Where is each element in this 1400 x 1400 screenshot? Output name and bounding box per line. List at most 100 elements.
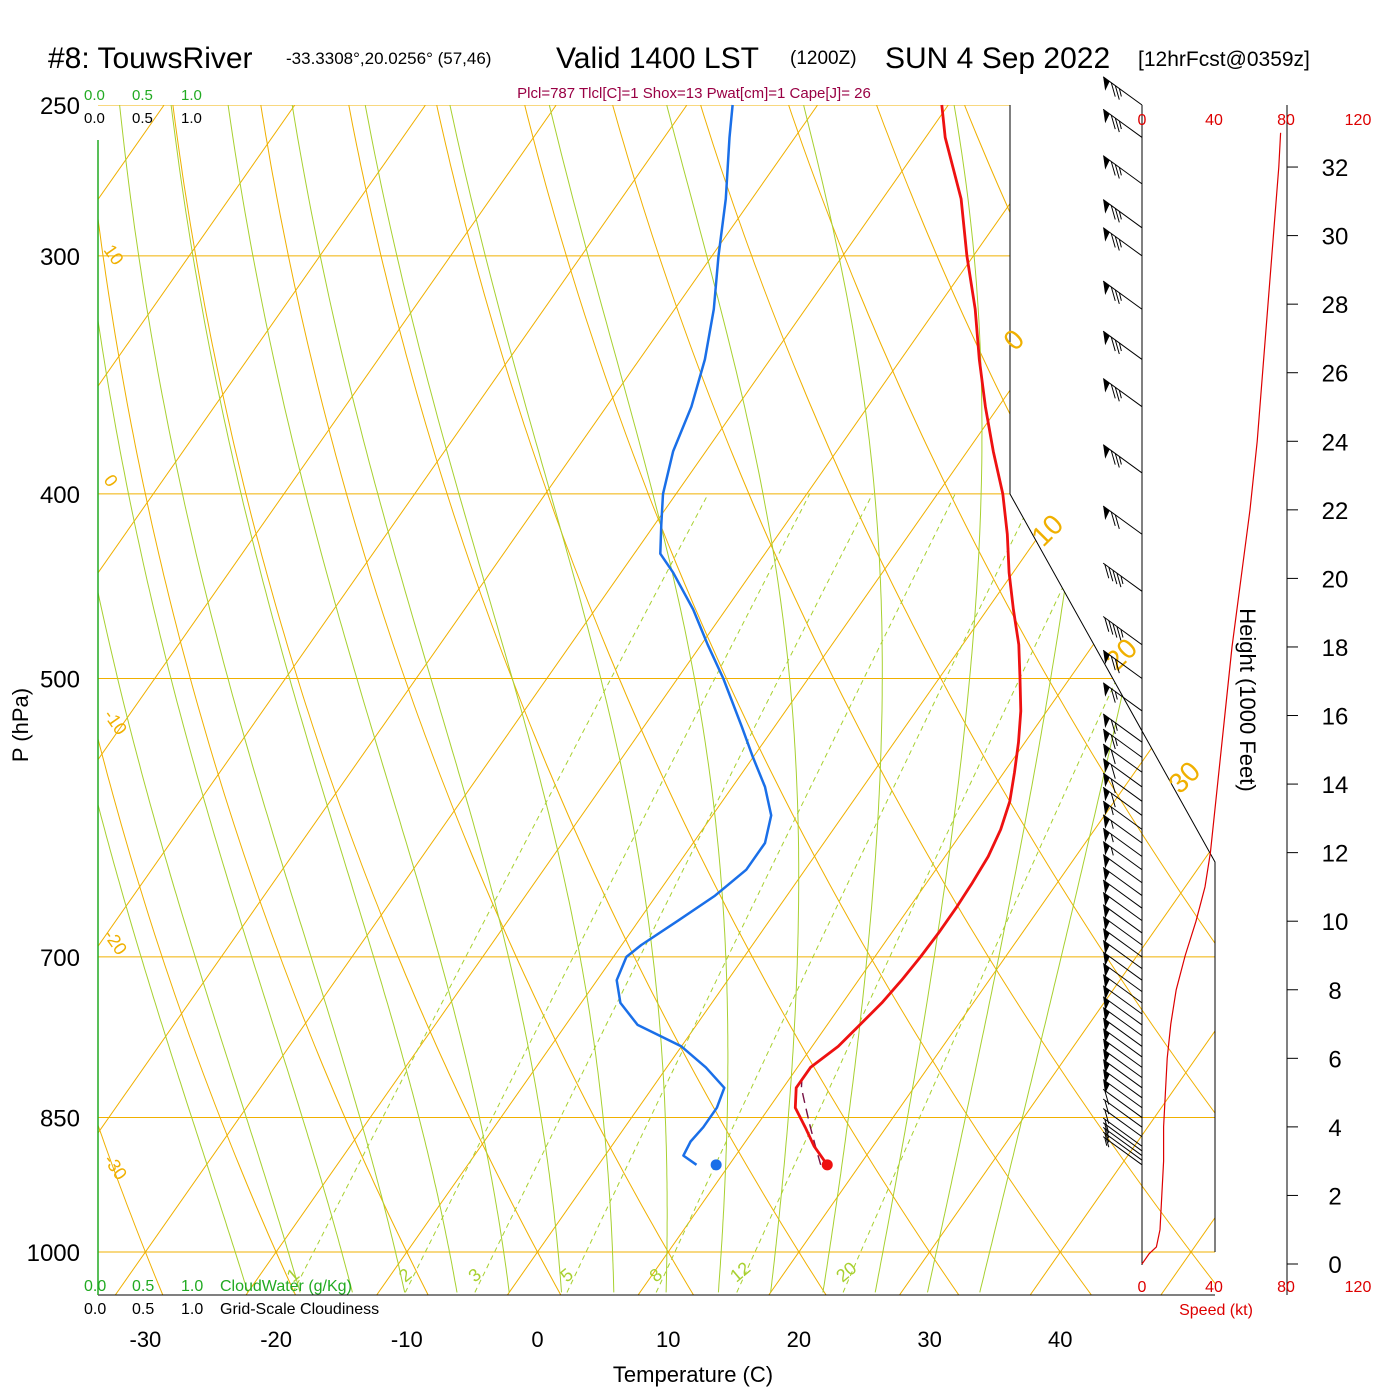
frame-right-edge: [1009, 105, 1216, 1252]
barb-full: [1108, 620, 1114, 635]
temp-label-20: 20: [787, 1327, 811, 1352]
barb-pennant: [1103, 951, 1110, 966]
temp-label-30: 30: [917, 1327, 941, 1352]
wind-barb: [1102, 916, 1143, 946]
station-coords: -33.3308°,20.0256° (57,46): [286, 49, 491, 68]
wind-barb: [1102, 772, 1143, 802]
surface-temperature-marker: [821, 1159, 833, 1171]
barb-staff: [1102, 227, 1143, 257]
moist-adiabat: [874, 105, 983, 1293]
pressure-label-400: 400: [40, 482, 80, 509]
cl-btick-0: 0.0: [84, 1301, 106, 1318]
isotherm-line: [1160, 105, 1215, 1295]
speed-label-bottom-0: 0: [1138, 1279, 1147, 1296]
barb-staff: [1102, 854, 1143, 884]
speed-label-top-0: 0: [1138, 112, 1147, 129]
barb-pennant: [1103, 928, 1110, 943]
dry-adiabat: [98, 105, 429, 1295]
cloudwater-legend-top: 0.0 0.5 1.0 0.0 0.5 1.0: [84, 87, 202, 127]
wind-barb: [1102, 879, 1143, 909]
barb-half: [1118, 167, 1122, 176]
barb-pennant: [1103, 1039, 1110, 1054]
mixing-ratio-line: [842, 493, 1203, 1293]
cw-tick-0: 0.0: [84, 87, 105, 104]
dry-adiabat: [612, 105, 1215, 1295]
barb-pennant: [1103, 828, 1110, 843]
pressure-label-250: 250: [40, 93, 80, 120]
moist-adiabat: [98, 105, 353, 1293]
barb-staff: [1102, 562, 1143, 592]
barb-staff: [1102, 76, 1143, 106]
barb-staff: [1102, 1079, 1143, 1109]
wind-barb: [1102, 940, 1143, 970]
barb-half: [1114, 691, 1118, 700]
wind-barb: [1102, 1017, 1143, 1047]
speed-axis-label: Speed (kt): [1179, 1302, 1253, 1319]
barb-staff: [1102, 616, 1143, 646]
dry-adiabat-label--30: -30: [100, 1151, 131, 1184]
barb-pennant: [1103, 814, 1110, 829]
mixing-ratio-line: [474, 493, 873, 1293]
dry-adiabat: [348, 105, 827, 1295]
wind-barb: [1102, 444, 1143, 474]
barb-full: [1114, 208, 1120, 223]
speed-label-top-80: 80: [1277, 112, 1295, 129]
barb-staff: [1102, 1017, 1143, 1047]
barb-pennant: [1103, 744, 1110, 759]
barb-pennant: [1103, 974, 1110, 989]
barb-full: [1114, 164, 1120, 179]
dry-adiabat: [524, 105, 1092, 1295]
moist-adiabat: [98, 105, 249, 1293]
barb-full: [1104, 1123, 1110, 1139]
barb-staff: [1102, 800, 1143, 830]
wind-barb: [1102, 962, 1143, 993]
barb-staff: [1102, 1098, 1143, 1128]
barb-full: [1114, 236, 1120, 251]
barb-half: [1114, 722, 1118, 731]
dry-adiabat-label--10: -10: [100, 706, 131, 739]
speed-label-top-40: 40: [1205, 112, 1223, 129]
height-label-16: 16: [1322, 704, 1349, 731]
barb-pennant: [1103, 378, 1110, 393]
barb-staff: [1102, 841, 1143, 871]
wind-barb: [1102, 996, 1143, 1026]
mixing-ratio-label-3: 3: [464, 1264, 485, 1286]
temp-label--10: -10: [391, 1327, 423, 1352]
cl-tick-2: 1.0: [181, 110, 202, 127]
profiles: [615, 104, 1282, 1265]
isotherm-line: [98, 105, 557, 1295]
barb-full: [1104, 1100, 1110, 1115]
barb-full: [1110, 778, 1116, 794]
barb-half: [1110, 806, 1114, 816]
dry-adiabat: [700, 105, 1215, 1295]
wind-barb: [1102, 199, 1143, 229]
barb-staff: [1102, 1049, 1143, 1079]
wind-speed-profile: [1141, 132, 1282, 1265]
mixing-ratio-line: [404, 493, 811, 1293]
barb-staff: [1102, 743, 1143, 773]
barb-full: [1114, 658, 1120, 674]
moist-adiabat: [98, 105, 301, 1293]
barb-half: [1120, 575, 1124, 585]
wind-barb: [1102, 743, 1143, 773]
barb-pennant: [1103, 841, 1110, 856]
barb-full: [1114, 387, 1120, 402]
height-label-26: 26: [1322, 361, 1349, 388]
wind-barb: [1102, 866, 1143, 896]
dry-adiabat: [260, 105, 694, 1295]
barb-full: [1104, 1128, 1110, 1143]
surface-dewpoint-marker: [710, 1159, 722, 1171]
moist-adiabat: [289, 105, 562, 1293]
plot-frame: [97, 105, 1288, 1296]
wind-barb: [1102, 155, 1143, 185]
barb-pennant: [1103, 963, 1110, 978]
barb-staff: [1102, 916, 1143, 946]
wind-barb: [1102, 1007, 1143, 1037]
wind-barb: [1102, 1108, 1143, 1138]
barb-staff: [1102, 280, 1143, 310]
wind-barb: [1102, 841, 1143, 871]
barb-pennant: [1103, 1079, 1110, 1094]
barb-full: [1110, 82, 1116, 97]
isotherm-line: [899, 105, 1215, 1295]
